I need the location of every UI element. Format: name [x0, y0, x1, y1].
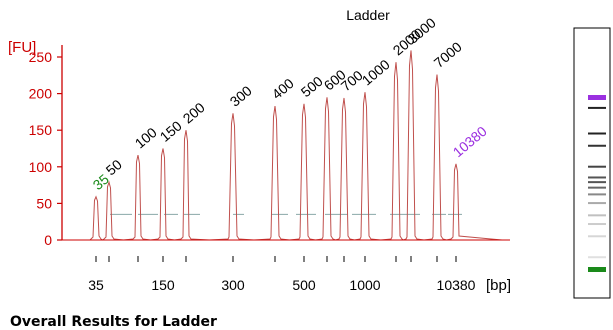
y-tick-label: 0 [44, 232, 52, 248]
gel-band [588, 144, 606, 147]
peak-label: 1000 [359, 56, 393, 88]
x-tick-label: 35 [88, 277, 104, 293]
x-tick-label: 1000 [349, 277, 380, 293]
gel-lane-frame [573, 27, 611, 299]
gel-band [588, 181, 606, 184]
gel-band [588, 214, 606, 217]
y-tick-label: 250 [29, 49, 53, 65]
gel-band [588, 95, 606, 100]
gel-band [588, 106, 606, 109]
peak-label: 100 [132, 124, 160, 151]
y-tick-label: 150 [29, 122, 53, 138]
x-axis-label: [bp] [486, 277, 511, 294]
peak-label: 300 [227, 82, 255, 109]
y-tick-label: 100 [29, 159, 53, 175]
peak-label: 400 [269, 75, 297, 102]
gel-band [588, 223, 606, 226]
x-tick-label: 500 [292, 277, 316, 293]
y-tick-label: 200 [29, 86, 53, 102]
x-tick-label: 150 [151, 277, 175, 293]
peak-label: 3000 [405, 14, 439, 46]
gel-band [588, 176, 606, 179]
peak-label: 10380 [450, 123, 490, 160]
y-tick-label: 50 [36, 195, 52, 211]
chart-title: Ladder [346, 7, 390, 23]
y-axis-label: [FU] [8, 39, 36, 56]
gel-band [588, 235, 606, 238]
section-title: Overall Results for Ladder [10, 314, 217, 330]
peak-label: 200 [180, 99, 208, 126]
gel-band [588, 193, 606, 196]
x-tick-label: 10380 [437, 277, 476, 293]
peak-label: 150 [157, 117, 185, 144]
gel-band [588, 186, 606, 189]
gel-band [588, 256, 606, 259]
gel-band [588, 132, 606, 135]
gel-band [588, 165, 606, 168]
gel-band [588, 267, 606, 272]
x-tick-label: 300 [221, 277, 245, 293]
peak-label: 500 [298, 73, 326, 100]
gel-band [588, 202, 606, 205]
peak-label: 50 [103, 156, 125, 178]
peak-label: 7000 [431, 38, 465, 70]
electropherogram-trace [62, 50, 503, 241]
